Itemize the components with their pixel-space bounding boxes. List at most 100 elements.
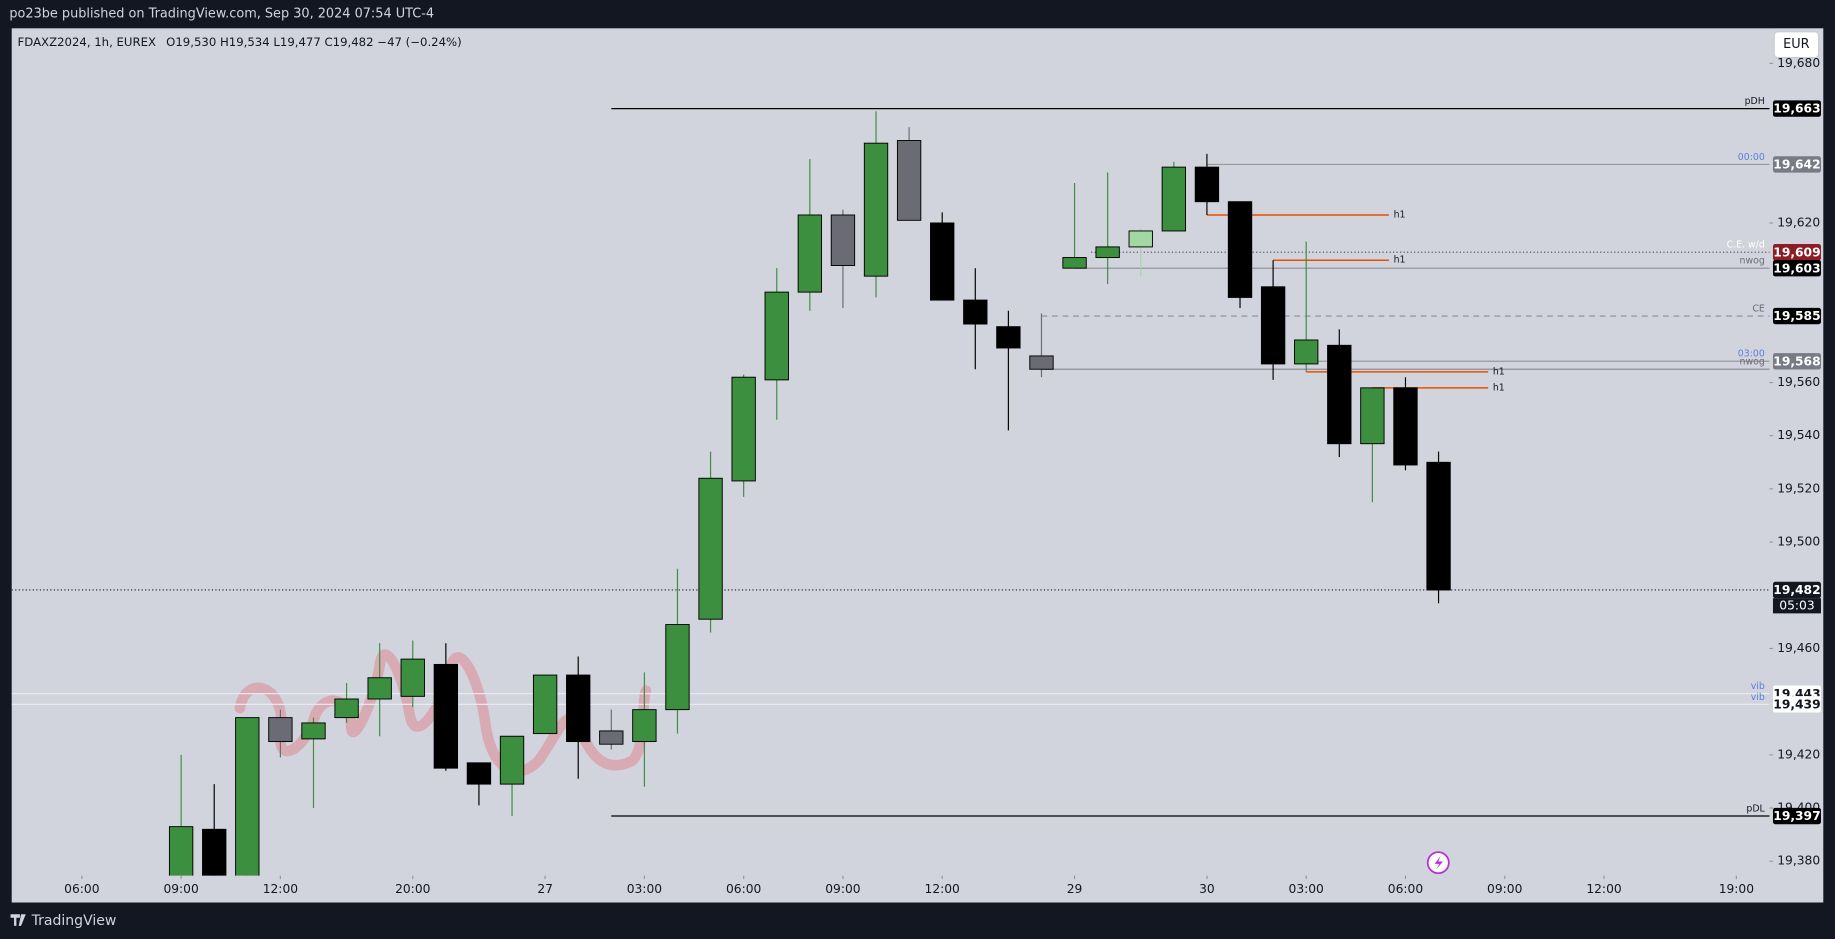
candle-body xyxy=(764,291,789,381)
candle-body xyxy=(665,624,690,711)
price-tag-text: 19,609 xyxy=(1773,245,1820,259)
candle-body xyxy=(1161,166,1187,232)
candle-body xyxy=(400,658,425,697)
candle-body xyxy=(1194,166,1220,203)
price-tag xyxy=(1772,156,1821,173)
candle-body xyxy=(1360,387,1385,445)
candle-body xyxy=(301,722,326,740)
level-label: 03:00 xyxy=(1738,349,1765,360)
price-tag-text: 19,663 xyxy=(1773,102,1820,116)
x-tick-label: 12:00 xyxy=(925,882,960,896)
countdown-box xyxy=(1772,598,1821,614)
x-tick-label: 20:00 xyxy=(395,882,430,896)
level-label: vib xyxy=(1751,692,1765,703)
price-tag-text: 19,585 xyxy=(1773,309,1820,323)
candle-body xyxy=(896,140,922,221)
candle-body xyxy=(797,214,823,293)
brand: TradingView xyxy=(31,913,117,929)
candle-body xyxy=(963,299,988,325)
price-tag xyxy=(1772,353,1821,370)
price-tag-text: 19,642 xyxy=(1773,158,1820,172)
candle-body xyxy=(202,828,227,876)
candle-body xyxy=(632,709,657,743)
price-tag xyxy=(1772,807,1821,825)
y-tick-label: 19,420 xyxy=(1777,747,1820,761)
candle-body xyxy=(1426,461,1451,591)
candle-body xyxy=(235,717,260,876)
candle-body xyxy=(930,222,955,301)
candle-body xyxy=(499,735,525,785)
candle-body xyxy=(830,214,856,266)
level-label: CE xyxy=(1752,304,1765,315)
currency-button[interactable] xyxy=(1773,31,1820,59)
price-tag-text: 19,568 xyxy=(1773,354,1820,368)
price-tag xyxy=(1772,696,1821,713)
x-tick-label: 03:00 xyxy=(627,882,662,896)
axes: 19,680 19,620 19,560 19,540 19,520 19,500 19,4… xyxy=(64,56,1821,896)
x-tick-label: 06:00 xyxy=(1388,882,1423,896)
candle-body xyxy=(466,762,492,785)
candle-body xyxy=(1294,339,1319,365)
candle-body xyxy=(599,730,624,745)
candle-body xyxy=(268,717,293,743)
candle-body xyxy=(433,663,459,769)
x-tick-label: 03:00 xyxy=(1289,882,1324,896)
last-price-tag xyxy=(1772,581,1821,599)
x-tick-label: 19:00 xyxy=(1719,882,1754,896)
x-tick-label: 29 xyxy=(1067,882,1083,896)
symbol: FDAXZ2024, 1h, EUREX xyxy=(18,35,156,49)
x-tick-label: 12:00 xyxy=(1586,882,1621,896)
x-tick-label: 06:00 xyxy=(64,882,99,896)
price-tag xyxy=(1772,100,1821,117)
x-tick-label: 06:00 xyxy=(726,882,761,896)
countdown: 05:03 xyxy=(1779,598,1814,612)
y-tick-label: 19,680 xyxy=(1777,56,1820,70)
x-tick-label: 12:00 xyxy=(263,882,298,896)
price-tag-text: 19,439 xyxy=(1773,697,1820,711)
candle-body xyxy=(1095,246,1120,259)
candle-body xyxy=(168,826,194,876)
y-tick-label: 19,460 xyxy=(1777,641,1820,655)
candle-body xyxy=(334,698,359,719)
x-tick-label: 09:00 xyxy=(1487,882,1522,896)
price-tag-text: 19,603 xyxy=(1773,261,1820,275)
y-tick-label: 19,540 xyxy=(1777,428,1820,442)
x-tick-label: 30 xyxy=(1199,882,1215,896)
alert-bolt xyxy=(1434,855,1443,870)
candle-body xyxy=(863,142,889,277)
x-tick-label: 27 xyxy=(537,882,553,896)
candle-body xyxy=(731,376,756,482)
ohlc: O19,530 H19,534 L19,477 C19,482 −47 (−0.… xyxy=(166,35,462,49)
candle-body xyxy=(1029,355,1054,370)
y-tick-label: 19,380 xyxy=(1777,854,1820,868)
h1-label: h1 xyxy=(1394,209,1406,220)
candle-body xyxy=(1393,387,1418,466)
candle-body xyxy=(1128,230,1153,248)
level-label: nwog xyxy=(1740,357,1765,368)
y-tick-label: 19,620 xyxy=(1777,215,1820,229)
candle-body xyxy=(367,677,392,700)
level-label: pDL xyxy=(1746,803,1765,814)
x-tick-label: 09:00 xyxy=(163,882,198,896)
h1-label: h1 xyxy=(1493,366,1505,377)
price-tag-text: 19,397 xyxy=(1773,809,1820,823)
candle-body xyxy=(698,477,723,620)
y-tick-label: 19,560 xyxy=(1777,375,1820,389)
currency[interactable]: EUR xyxy=(1783,37,1810,52)
logo xyxy=(10,914,26,926)
y-tick-label: 19,520 xyxy=(1777,481,1820,495)
level-label: vib xyxy=(1751,681,1765,692)
level-label: pDH xyxy=(1745,96,1765,107)
level-label: 00:00 xyxy=(1738,152,1765,163)
level-label: C.E. w/d xyxy=(1727,240,1765,251)
last-price-tag-text: 19,482 xyxy=(1773,583,1820,597)
h1-label: h1 xyxy=(1394,255,1406,266)
candle-body xyxy=(1260,286,1286,365)
price-tag xyxy=(1772,307,1821,325)
candle-body xyxy=(532,674,558,735)
candle-body xyxy=(1227,201,1253,298)
candle-body xyxy=(1062,257,1087,269)
